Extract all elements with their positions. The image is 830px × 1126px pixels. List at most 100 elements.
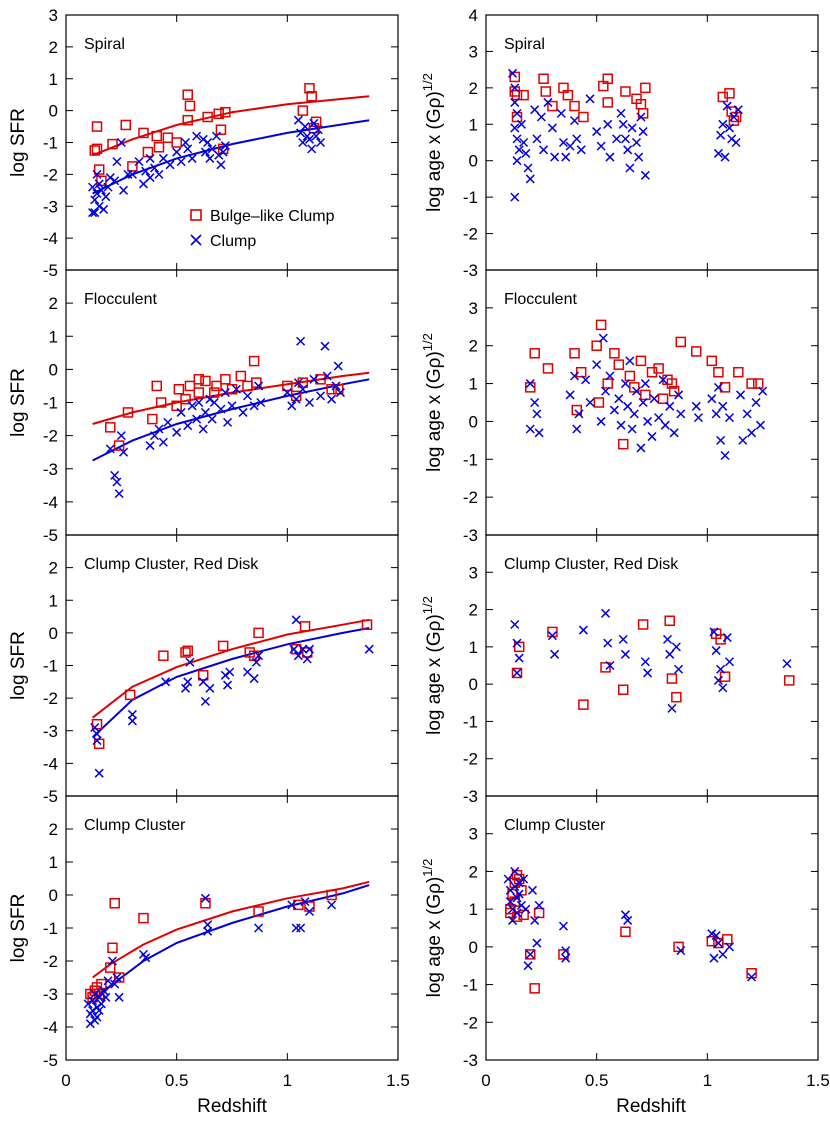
bulge-point (91, 143, 103, 155)
clump-point-stroke (289, 644, 299, 654)
clump-point-stroke (508, 904, 518, 914)
clump-point-stroke (640, 379, 650, 389)
clump-point-stroke (716, 435, 726, 445)
clump-point (603, 119, 613, 129)
clump-point-stroke (116, 137, 126, 148)
clump-point (105, 444, 115, 454)
clump-point-stroke (618, 119, 628, 129)
y-tick-label: -3 (43, 197, 58, 216)
panel-5: -5 -4 -3 -2 -1 0 1 2 Clump Cluster, Red Disk log … (8, 534, 399, 806)
clump-point-stroke (293, 378, 303, 388)
y-tick-label: -2 (463, 1013, 478, 1032)
clump-point (313, 125, 323, 135)
clump-point-stroke (105, 173, 115, 183)
clump-point (731, 137, 741, 148)
clump-point-stroke (200, 407, 210, 417)
clump-point (603, 638, 613, 648)
clump-point-stroke (163, 417, 173, 427)
clump-point-stroke (145, 153, 155, 163)
y-tick-label: -4 (43, 754, 58, 773)
bulge-point (533, 907, 545, 919)
clump-point-stroke (561, 152, 571, 162)
clump-point-stroke (176, 407, 186, 417)
bulge-point (657, 393, 669, 404)
clump-point (519, 137, 529, 148)
clump-point-stroke (521, 148, 531, 158)
clump-point-stroke (758, 386, 768, 396)
clump-point-stroke (623, 401, 633, 411)
clump-point (647, 432, 657, 442)
panel-frame (485, 269, 819, 536)
clump-point-stroke (287, 900, 297, 910)
clump-point (508, 915, 518, 925)
clump-point (116, 137, 126, 148)
clump-point (90, 989, 100, 999)
y-tick-label: 1 (469, 638, 478, 657)
clump-point-stroke (713, 382, 723, 392)
clump-point (309, 118, 319, 128)
clump-point (327, 394, 337, 404)
clump-point (216, 160, 226, 170)
bulge-point (184, 100, 196, 112)
clump-point (316, 391, 326, 401)
clump-point (620, 649, 630, 659)
clump-point-stroke (316, 391, 326, 401)
y-tick-label: -3 (463, 261, 478, 280)
clump-point-stroke (88, 1005, 98, 1016)
clump-point-stroke (539, 145, 549, 155)
bulge-point (282, 380, 293, 392)
clump-point-stroke (225, 667, 235, 677)
clump-point-stroke (203, 926, 213, 936)
y-tick-label: -1 (463, 976, 478, 995)
legend: Bulge–like Clump Clump (190, 208, 335, 250)
clump-point (296, 923, 306, 933)
clump-point-stroke (107, 956, 118, 966)
clump-point (662, 634, 673, 644)
y-axis-label: log age x (Gρ)1/2 (420, 859, 445, 998)
bulge-point (306, 91, 317, 102)
clump-point-stroke (565, 390, 575, 400)
y-tick-label: 3 (469, 42, 478, 61)
panel-1: -5 -4 -3 -2 -1 0 1 2 3 Spiral log SFR (8, 6, 399, 280)
y-tick-label: 1 (49, 70, 58, 89)
fit-line-clump (91, 884, 370, 1005)
clump-point (88, 182, 98, 192)
clump-point (709, 953, 719, 963)
clump-point-stroke (581, 375, 591, 385)
clump-point-stroke (709, 953, 719, 963)
clump-point-stroke (254, 923, 264, 933)
y-tick-label: 0 (469, 412, 478, 431)
clump-point (623, 145, 633, 155)
clump-point-stroke (640, 657, 650, 667)
clump-point-stroke (747, 428, 757, 438)
clump-point-stroke (505, 897, 515, 907)
clump-point (282, 388, 292, 398)
clump-point (510, 619, 520, 630)
bulge-point (151, 130, 162, 142)
clump-point-stroke (110, 470, 120, 480)
clump-point (508, 68, 518, 78)
clump-point-stroke (707, 394, 717, 404)
clump-point-stroke (521, 904, 531, 914)
clump-point-stroke (550, 649, 560, 659)
clump-point (254, 651, 264, 661)
clump-point (618, 119, 628, 129)
bulge-point (724, 88, 735, 99)
clump-point (636, 443, 646, 453)
clump-point (223, 680, 233, 690)
clump-point (172, 427, 182, 437)
clump-point (631, 137, 642, 148)
clump-point-stroke (669, 428, 679, 438)
clump-point-stroke (112, 972, 122, 983)
clump-point (722, 633, 732, 643)
panel-7: -5 -4 -3 -2 -1 0 1 2 0 0.5 1 1.5 Clump Cluster log SF… (8, 795, 410, 1090)
x-tick-label: 0.5 (585, 1071, 609, 1090)
clump-point (172, 147, 182, 157)
bulge-point (668, 385, 680, 397)
clump-point (576, 145, 586, 155)
clump-point (96, 185, 106, 195)
clump-point (627, 123, 637, 133)
bulge-point (297, 105, 309, 116)
clump-point (107, 956, 118, 966)
